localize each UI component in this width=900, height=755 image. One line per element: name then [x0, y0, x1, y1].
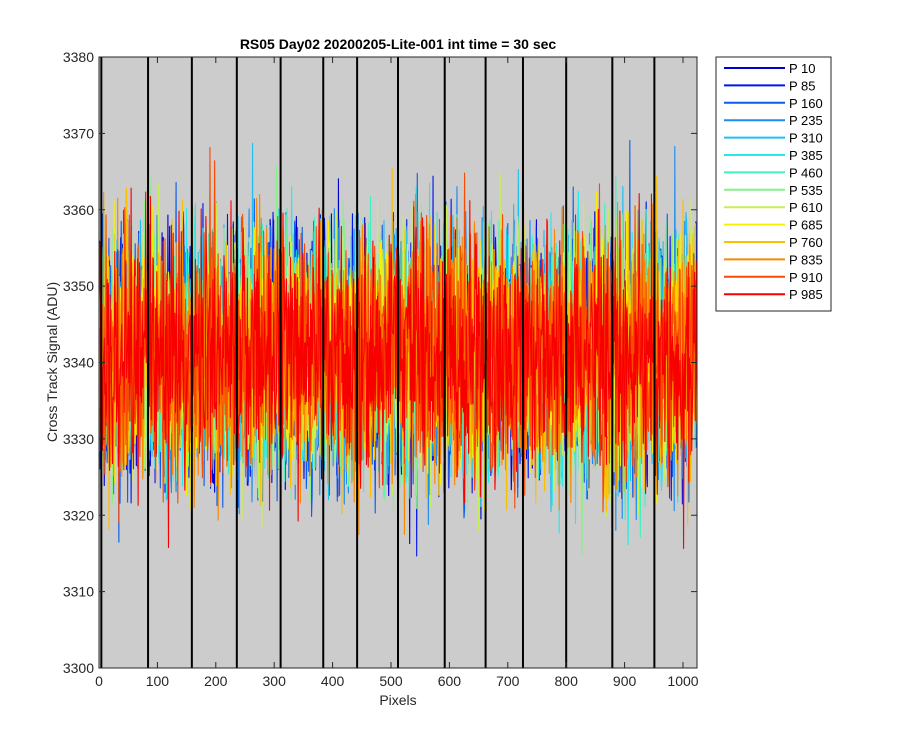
legend-label: P 985 [789, 287, 823, 302]
y-tick-label: 3350 [63, 278, 94, 294]
legend-label: P 85 [789, 78, 816, 93]
legend: P 10 P 85 P 160 P 235 P 310 P 385 P 460 P 535 P … [715, 56, 832, 312]
x-tick-label: 900 [613, 673, 637, 689]
x-tick-label: 100 [146, 673, 170, 689]
x-tick-label: 500 [379, 673, 403, 689]
y-tick-label: 3320 [63, 507, 94, 523]
legend-label: P 760 [789, 235, 823, 250]
x-tick-label: 300 [263, 673, 287, 689]
x-tick-label: 400 [321, 673, 345, 689]
y-axis-label: Cross Track Signal (ADU) [44, 282, 60, 442]
x-tick-label: 600 [438, 673, 462, 689]
x-tick-label: 1000 [667, 673, 698, 689]
y-tick-label: 3310 [63, 584, 94, 600]
legend-items: P 10 P 85 P 160 P 235 P 310 P 385 P 460 P 535 P … [724, 61, 823, 302]
y-tick-label: 3300 [63, 660, 94, 676]
legend-label: P 385 [789, 148, 823, 163]
legend-label: P 160 [789, 96, 823, 111]
x-axis: 0 100 200 300 400 500 600 700 800 900 1000 [95, 57, 699, 689]
x-tick-label: 200 [204, 673, 228, 689]
chart-title: RS05 Day02 20200205-Lite-001 int time = … [240, 36, 557, 52]
x-axis-label: Pixels [379, 692, 416, 708]
y-tick-label: 3340 [63, 355, 94, 371]
x-tick-label: 0 [95, 673, 103, 689]
y-axis: 3300 3310 3320 3330 3340 3350 3360 3370 3380 [63, 49, 697, 676]
legend-label: P 310 [789, 131, 823, 146]
y-tick-label: 3360 [63, 202, 94, 218]
x-tick-label: 800 [555, 673, 579, 689]
legend-label: P 10 [789, 61, 816, 76]
legend-label: P 835 [789, 252, 823, 267]
legend-label: P 610 [789, 200, 823, 215]
legend-box [715, 56, 832, 312]
y-tick-label: 3370 [63, 125, 94, 141]
legend-label: P 685 [789, 218, 823, 233]
y-tick-label: 3380 [63, 49, 94, 65]
legend-label: P 535 [789, 183, 823, 198]
legend-label: P 235 [789, 113, 823, 128]
legend-label: P 460 [789, 165, 823, 180]
legend-label: P 910 [789, 270, 823, 285]
x-tick-label: 700 [496, 673, 520, 689]
y-tick-label: 3330 [63, 431, 94, 447]
